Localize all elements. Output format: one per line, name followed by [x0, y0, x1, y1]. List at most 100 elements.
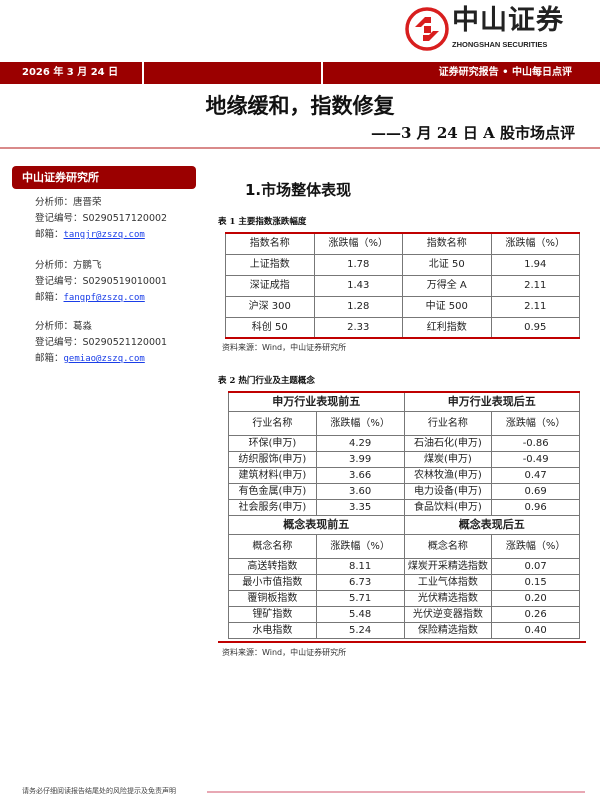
table-cell: 万得全 A — [402, 274, 492, 297]
table1-source: 资料来源：Wind，中山证券研究所 — [222, 343, 347, 352]
table-cell: 涨跌幅（%） — [491, 533, 580, 559]
table-row: 上证指数 1.78 北证 50 1.94 — [225, 253, 580, 276]
table-cell: 环保(申万) — [228, 434, 317, 452]
analyst-card: 分析师：方鹏飞 登记编号：S0290519010001 邮箱：fangpf@zs… — [35, 258, 167, 306]
table-cell: 农林牧渔(申万) — [403, 466, 493, 484]
analyst-card: 分析师：唐晋荣 登记编号：S0290517120002 邮箱：tangjr@zs… — [35, 195, 167, 243]
table-cell: 申万行业表现前五 — [228, 391, 405, 412]
table-cell: 上证指数 — [225, 253, 315, 276]
table1-caption: 表 1 主要指数涨跌幅度 — [218, 217, 307, 227]
table-cell: 1.28 — [313, 295, 403, 318]
table-rule — [218, 640, 586, 643]
table-cell: 涨跌幅（%） — [315, 410, 405, 436]
table-cell: 食品饮料(申万) — [403, 498, 493, 516]
email-link[interactable]: tangjr@zszq.com — [63, 230, 145, 240]
analyst-reg: 登记编号：S0290519010001 — [35, 276, 168, 287]
table-cell: 光伏逆变器指数 — [403, 605, 493, 623]
table-cell: 0.26 — [491, 605, 580, 623]
table-header-row: 概念名称 涨跌幅（%） 概念名称 涨跌幅（%） — [228, 533, 580, 559]
table-cell: 沪深 300 — [225, 295, 315, 318]
table-cell: 5.24 — [315, 621, 405, 639]
analyst-card: 分析师：葛淼 登记编号：S0290521120001 邮箱：gemiao@zsz… — [35, 319, 167, 367]
table-cell: 建筑材料(申万) — [228, 466, 317, 484]
table-row: 锂矿指数 5.48 光伏逆变器指数 0.26 — [228, 605, 580, 623]
table-cell: 1.43 — [313, 274, 403, 297]
table-cell: 3.60 — [315, 482, 405, 500]
brand-logo-icon — [405, 7, 449, 51]
sidebar-header: 中山证券研究所 — [12, 166, 196, 189]
table-cell: 4.29 — [315, 434, 405, 452]
analyst-name: 分析师：葛淼 — [35, 321, 93, 332]
table-cell: 6.73 — [315, 573, 405, 591]
table-row: 有色金属(申万) 3.60 电力设备(申万) 0.69 — [228, 482, 580, 500]
table-cell: 煤炭开采精选指数 — [403, 557, 493, 575]
table-cell: 3.35 — [315, 498, 405, 516]
table-row: 最小市值指数 6.73 工业气体指数 0.15 — [228, 573, 580, 591]
analyst-reg: 登记编号：S0290517120002 — [35, 213, 168, 224]
table-cell: 1.94 — [490, 253, 580, 276]
table-row: 高送转指数 8.11 煤炭开采精选指数 0.07 — [228, 557, 580, 575]
table-cell: 0.47 — [491, 466, 580, 484]
table-cell: 中证 500 — [402, 295, 492, 318]
table-cell: 概念表现前五 — [228, 514, 405, 535]
table-row: 建筑材料(申万) 3.66 农林牧渔(申万) 0.47 — [228, 466, 580, 484]
table-cell: 2.11 — [490, 295, 580, 318]
sector-table: 申万行业表现前五 申万行业表现后五 行业名称 涨跌幅（%） 行业名称 涨跌幅（%） 环保(申… — [228, 391, 580, 639]
email-link[interactable]: fangpf@zszq.com — [63, 293, 145, 303]
table-cell: 有色金属(申万) — [228, 482, 317, 500]
table-row: 社会服务(申万) 3.35 食品饮料(申万) 0.96 — [228, 498, 580, 516]
table-cell: 概念名称 — [228, 533, 317, 559]
report-category: 证券研究报告 • 中山每日点评 — [438, 67, 572, 78]
group-title-row: 申万行业表现前五 申万行业表现后五 — [228, 391, 580, 412]
table-header-row: 行业名称 涨跌幅（%） 行业名称 涨跌幅（%） — [228, 410, 580, 436]
analyst-name: 分析师：唐晋荣 — [35, 197, 102, 208]
table-cell: 工业气体指数 — [403, 573, 493, 591]
page-subtitle: ——3 月 24 日 A 股市场点评 — [370, 124, 575, 142]
table2-caption: 表 2 热门行业及主题概念 — [218, 376, 315, 386]
table-cell: 涨跌幅（%） — [315, 533, 405, 559]
footer-divider — [207, 791, 585, 793]
table-cell: 涨跌幅（%） — [490, 232, 580, 255]
table-cell: 概念表现后五 — [403, 514, 580, 535]
index-table: 指数名称 涨跌幅（%） 指数名称 涨跌幅（%） 上证指数 1.78 北证 50 1.94 深证成… — [225, 232, 580, 339]
table-cell: 覆铜板指数 — [228, 589, 317, 607]
email-label: 邮箱： — [35, 229, 64, 240]
table-cell: 概念名称 — [403, 533, 493, 559]
disclaimer-note: 请务必仔细阅读报告结尾处的风险提示及免责声明 — [22, 787, 176, 795]
table-row: 科创 50 2.33 红利指数 0.95 — [225, 316, 580, 339]
table-row: 纺织服饰(申万) 3.99 煤炭(申万) -0.49 — [228, 450, 580, 468]
section-heading: 1.市场整体表现 — [245, 181, 352, 199]
table-row: 覆铜板指数 5.71 光伏精选指数 0.20 — [228, 589, 580, 607]
table-cell: 0.69 — [491, 482, 580, 500]
table-cell: 3.66 — [315, 466, 405, 484]
email-label: 邮箱： — [35, 292, 64, 303]
table-cell: 申万行业表现后五 — [403, 391, 580, 412]
analyst-name: 分析师：方鹏飞 — [35, 260, 102, 271]
table-cell: 2.33 — [313, 316, 403, 339]
table-row: 深证成指 1.43 万得全 A 2.11 — [225, 274, 580, 297]
table-cell: 科创 50 — [225, 316, 315, 339]
divider — [0, 147, 600, 149]
table2-block: 申万行业表现前五 申万行业表现后五 行业名称 涨跌幅（%） 行业名称 涨跌幅（%） 环保(申… — [218, 391, 586, 658]
table2-source: 资料来源：Wind，中山证券研究所 — [222, 647, 347, 657]
table-row: 沪深 300 1.28 中证 500 2.11 — [225, 295, 580, 318]
table-cell: 行业名称 — [228, 410, 317, 436]
brand-name-en: ZHONGSHAN SECURITIES — [452, 40, 548, 49]
email-link[interactable]: gemiao@zszq.com — [63, 354, 145, 364]
table-cell: 高送转指数 — [228, 557, 317, 575]
table-cell: 8.11 — [315, 557, 405, 575]
table-cell: 0.20 — [491, 589, 580, 607]
table-cell: 纺织服饰(申万) — [228, 450, 317, 468]
brand-name: 中山证券 — [452, 5, 564, 36]
table-cell: 5.48 — [315, 605, 405, 623]
table-cell: 指数名称 — [402, 232, 492, 255]
table-cell: 涨跌幅（%） — [313, 232, 403, 255]
table-cell: 石油石化(申万) — [403, 434, 493, 452]
email-label: 邮箱： — [35, 353, 64, 364]
table-cell: 煤炭(申万) — [403, 450, 493, 468]
group-title-row: 概念表现前五 概念表现后五 — [228, 514, 580, 535]
table-cell: 0.40 — [491, 621, 580, 639]
table-cell: 锂矿指数 — [228, 605, 317, 623]
table1-block: 指数名称 涨跌幅（%） 指数名称 涨跌幅（%） 上证指数 1.78 北证 50 1.94 深证成… — [222, 232, 580, 353]
table-cell: 1.78 — [313, 253, 403, 276]
